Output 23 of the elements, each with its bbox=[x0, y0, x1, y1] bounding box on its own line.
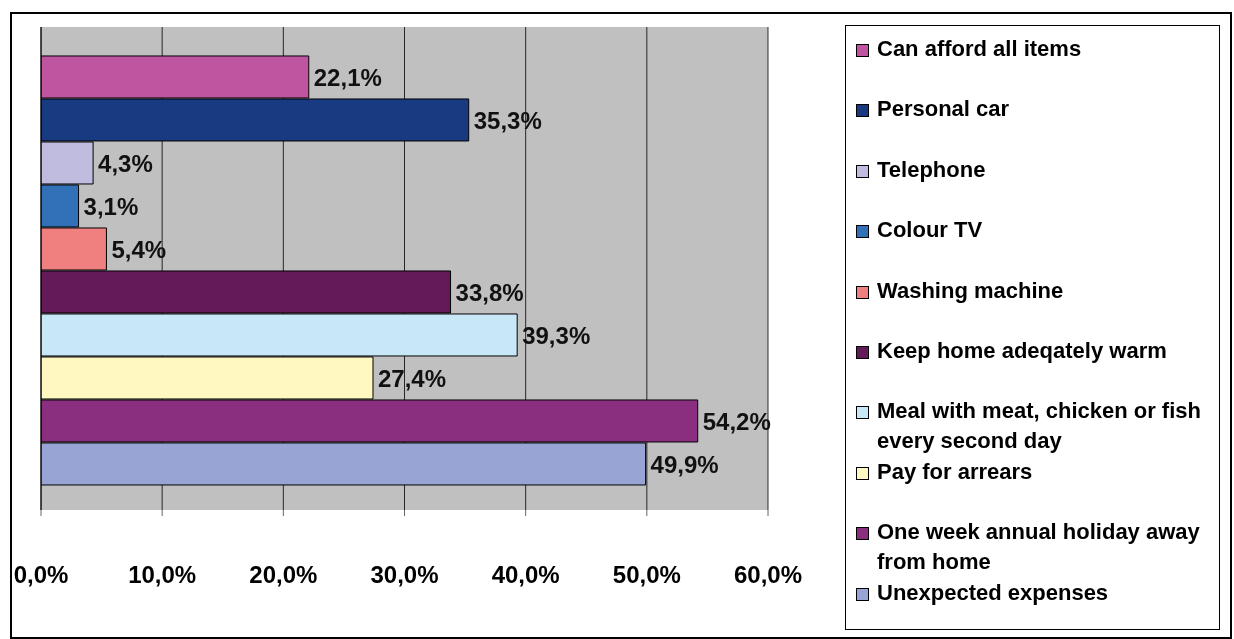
data-label: 4,3% bbox=[98, 149, 153, 177]
x-tick-label: 40,0% bbox=[491, 561, 560, 589]
x-tick-label: 10,0% bbox=[128, 561, 197, 589]
legend-label: Can afford all items bbox=[877, 35, 1082, 63]
data-label: 22,1% bbox=[313, 63, 382, 91]
legend-label: Colour TV bbox=[877, 216, 983, 245]
legend-label: Meal with meat, chicken or fish every second day bbox=[877, 397, 1202, 456]
legend-label: Telephone bbox=[877, 155, 986, 184]
legend-label: Keep home adeqately warm bbox=[877, 336, 1167, 365]
x-tick-label: 20,0% bbox=[249, 561, 318, 589]
data-label: 54,2% bbox=[702, 407, 771, 435]
legend-label: One week annual holiday away from home bbox=[877, 518, 1201, 577]
x-tick-label: 0,0% bbox=[13, 561, 69, 589]
x-tick-label: 60,0% bbox=[733, 561, 803, 589]
data-label: 3,1% bbox=[83, 192, 139, 220]
x-tick-label: 50,0% bbox=[612, 561, 681, 589]
legend-label: Pay for arrears bbox=[877, 457, 1033, 486]
legend-label: Personal car bbox=[877, 95, 1010, 124]
data-label: 33,8% bbox=[455, 278, 524, 306]
legend-label: Washing machine bbox=[877, 276, 1064, 305]
x-tick-label: 30,0% bbox=[370, 561, 439, 589]
data-label: 49,9% bbox=[650, 450, 719, 478]
legend-label: Unexpected expenses bbox=[877, 578, 1109, 607]
